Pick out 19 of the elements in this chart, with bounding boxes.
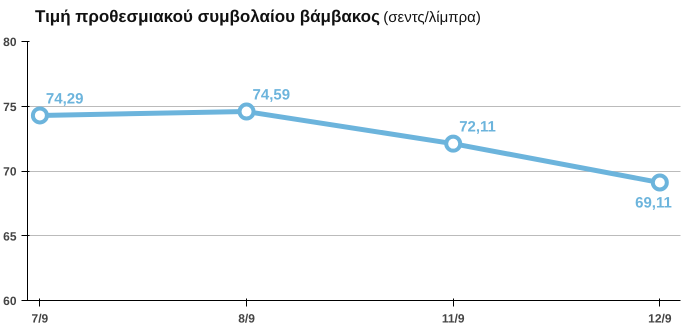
x-tick-label: 7/9	[32, 312, 49, 326]
y-tick-label: 70	[3, 164, 17, 178]
chart-subtitle: (σεντς/λίμπρα)	[383, 9, 481, 26]
point	[30, 106, 49, 124]
point	[444, 134, 462, 153]
data-label: 69,11	[635, 194, 672, 212]
x-tick-label: 12/9	[648, 312, 672, 326]
point	[238, 102, 256, 121]
point	[650, 174, 669, 192]
y-tick-label: 65	[3, 229, 17, 244]
y-tick-label: 80	[3, 35, 17, 49]
x-tick-label: 11/9	[442, 312, 465, 326]
data-label: 72,11	[459, 118, 496, 136]
y-tick-label: 75	[3, 100, 17, 114]
y-tick-label: 60	[3, 294, 17, 308]
x-tick-label: 8/9	[238, 312, 256, 326]
chart-title: Τιμή προθεσμιακού συμβολαίου βάμβακος	[35, 7, 380, 26]
data-label: 74,59	[252, 86, 290, 104]
data-label: 74,29	[46, 90, 84, 108]
